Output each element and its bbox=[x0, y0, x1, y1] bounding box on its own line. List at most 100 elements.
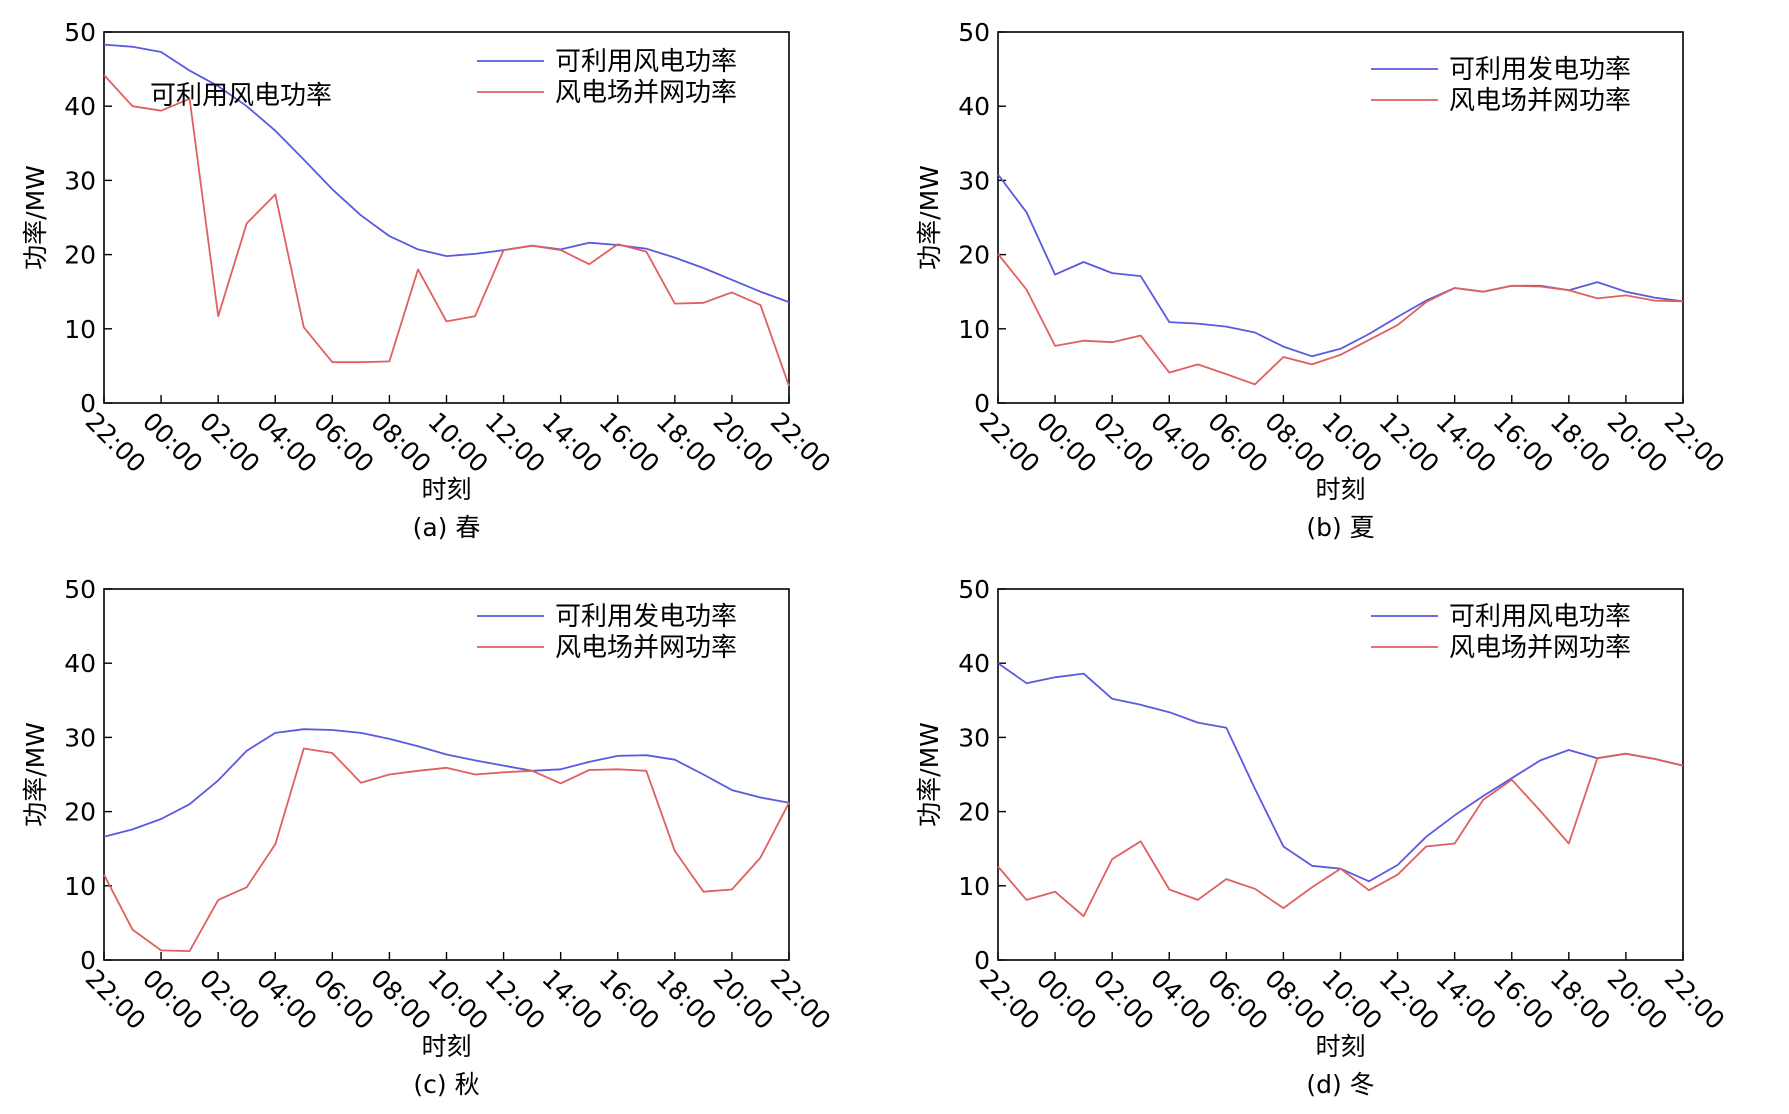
x-tick-label: 06:00 bbox=[1202, 407, 1273, 478]
x-tick-label: 12:00 bbox=[479, 964, 550, 1035]
y-tick-label: 30 bbox=[64, 723, 96, 752]
x-axis-title: 时刻 bbox=[1315, 1032, 1365, 1061]
x-tick-label: 08:00 bbox=[365, 407, 436, 478]
panel-autumn: 0 10 20 30 40 50 22:00 00:00 02:00 04:00 06:00 08:0… bbox=[0, 557, 894, 1114]
y-tick-label: 20 bbox=[64, 798, 96, 827]
x-tick-label: 04:00 bbox=[251, 407, 322, 478]
panel-winter: 0 10 20 30 40 50 22:00 00:00 02:00 04:00 06:00 08:0… bbox=[894, 557, 1788, 1114]
legend-label: 风电场并网功率 bbox=[555, 633, 737, 663]
series-line-grid bbox=[997, 253, 1684, 386]
series-line-grid bbox=[103, 74, 790, 387]
series-line-grid bbox=[997, 752, 1684, 918]
series-line-available bbox=[997, 173, 1684, 358]
x-axis-title: 时刻 bbox=[1315, 475, 1365, 504]
y-tick-label: 0 bbox=[974, 389, 990, 418]
y-tick-label: 30 bbox=[958, 166, 990, 195]
chart-spring: 0102030405022:0000:0002:0004:0006:0008:0… bbox=[21, 18, 836, 542]
y-tick-label: 50 bbox=[64, 575, 96, 604]
y-tick-label: 10 bbox=[958, 872, 990, 901]
x-tick-label: 08:00 bbox=[365, 964, 436, 1035]
panel-caption: (b) 夏 bbox=[1306, 513, 1374, 542]
x-tick-label: 22:00 bbox=[1659, 964, 1730, 1035]
x-tick-label: 14:00 bbox=[536, 407, 607, 478]
x-tick-label: 04:00 bbox=[1145, 407, 1216, 478]
x-tick-label: 14:00 bbox=[536, 964, 607, 1035]
y-tick-label: 40 bbox=[64, 649, 96, 678]
x-tick-label: 00:00 bbox=[1031, 964, 1102, 1035]
x-tick-label: 02:00 bbox=[1088, 407, 1159, 478]
panel-spring: 0 10 20 30 40 50 22:00 00:00 02:00 04:00 06:00 08:0… bbox=[0, 0, 894, 557]
x-tick-label: 20:00 bbox=[1602, 407, 1673, 478]
legend-label: 可利用风电功率 bbox=[1449, 602, 1631, 632]
y-tick-label: 10 bbox=[958, 315, 990, 344]
x-tick-label: 18:00 bbox=[651, 964, 722, 1035]
x-tick-label: 12:00 bbox=[1373, 964, 1444, 1035]
y-tick-label: 10 bbox=[64, 315, 96, 344]
x-tick-label: 04:00 bbox=[251, 964, 322, 1035]
x-tick-label: 08:00 bbox=[1259, 407, 1330, 478]
y-tick-label: 0 bbox=[974, 946, 990, 975]
chart-autumn: 0102030405022:0000:0002:0004:0006:0008:0… bbox=[21, 575, 836, 1099]
x-tick-label: 14:00 bbox=[1430, 964, 1501, 1035]
panel-caption: (c) 秋 bbox=[413, 1070, 479, 1099]
panel-summer: 0 10 20 30 40 50 22:00 00:00 02:00 04:00 06:00 08:0… bbox=[894, 0, 1788, 557]
x-tick-label: 20:00 bbox=[708, 964, 779, 1035]
x-tick-label: 22:00 bbox=[974, 964, 1045, 1035]
x-tick-label: 22:00 bbox=[80, 407, 151, 478]
y-tick-label: 30 bbox=[64, 166, 96, 195]
panel-caption: (a) 春 bbox=[413, 513, 481, 542]
y-tick-label: 20 bbox=[958, 241, 990, 270]
panel-caption: (d) 冬 bbox=[1306, 1070, 1374, 1099]
y-tick-label: 20 bbox=[64, 241, 96, 270]
y-tick-label: 10 bbox=[64, 872, 96, 901]
y-axis-title: 功率/MW bbox=[915, 722, 944, 827]
y-tick-label: 0 bbox=[80, 946, 96, 975]
x-tick-label: 00:00 bbox=[137, 964, 208, 1035]
y-axis-title: 功率/MW bbox=[21, 722, 50, 827]
x-tick-label: 06:00 bbox=[308, 964, 379, 1035]
x-tick-label: 08:00 bbox=[1259, 964, 1330, 1035]
y-tick-label: 40 bbox=[958, 92, 990, 121]
y-tick-label: 50 bbox=[958, 18, 990, 47]
x-tick-label: 16:00 bbox=[594, 407, 665, 478]
series-line-grid bbox=[103, 747, 790, 953]
x-tick-label: 04:00 bbox=[1145, 964, 1216, 1035]
x-tick-label: 02:00 bbox=[1088, 964, 1159, 1035]
x-tick-label: 22:00 bbox=[1659, 407, 1730, 478]
chart-summer: 0102030405022:0000:0002:0004:0006:0008:0… bbox=[915, 18, 1730, 542]
y-axis-title: 功率/MW bbox=[915, 165, 944, 270]
legend-label: 可利用发电功率 bbox=[1449, 55, 1631, 85]
x-tick-label: 18:00 bbox=[651, 407, 722, 478]
x-tick-label: 22:00 bbox=[974, 407, 1045, 478]
x-tick-label: 20:00 bbox=[708, 407, 779, 478]
x-tick-label: 00:00 bbox=[137, 407, 208, 478]
x-tick-label: 12:00 bbox=[479, 407, 550, 478]
x-tick-label: 22:00 bbox=[765, 964, 836, 1035]
x-tick-label: 16:00 bbox=[1488, 964, 1559, 1035]
x-tick-label: 02:00 bbox=[194, 407, 265, 478]
legend-label: 风电场并网功率 bbox=[1449, 633, 1631, 663]
legend-label: 风电场并网功率 bbox=[1449, 86, 1631, 116]
y-tick-label: 30 bbox=[958, 723, 990, 752]
y-tick-label: 20 bbox=[958, 798, 990, 827]
x-tick-label: 14:00 bbox=[1430, 407, 1501, 478]
legend-label: 风电场并网功率 bbox=[555, 78, 737, 108]
chart-winter: 0102030405022:0000:0002:0004:0006:0008:0… bbox=[915, 575, 1730, 1099]
y-tick-label: 50 bbox=[64, 18, 96, 47]
y-tick-label: 40 bbox=[64, 92, 96, 121]
chart-annotation: 可利用风电功率 bbox=[150, 81, 332, 111]
x-tick-label: 00:00 bbox=[1031, 407, 1102, 478]
legend-label: 可利用风电功率 bbox=[555, 47, 737, 77]
x-tick-label: 18:00 bbox=[1545, 407, 1616, 478]
x-tick-label: 10:00 bbox=[422, 964, 493, 1035]
legend-label: 可利用发电功率 bbox=[555, 602, 737, 632]
x-tick-label: 16:00 bbox=[594, 964, 665, 1035]
y-tick-label: 40 bbox=[958, 649, 990, 678]
x-tick-label: 22:00 bbox=[765, 407, 836, 478]
x-tick-label: 10:00 bbox=[422, 407, 493, 478]
x-tick-label: 20:00 bbox=[1602, 964, 1673, 1035]
x-tick-label: 12:00 bbox=[1373, 407, 1444, 478]
series-line-available bbox=[103, 43, 790, 303]
x-tick-label: 06:00 bbox=[1202, 964, 1273, 1035]
x-tick-label: 18:00 bbox=[1545, 964, 1616, 1035]
